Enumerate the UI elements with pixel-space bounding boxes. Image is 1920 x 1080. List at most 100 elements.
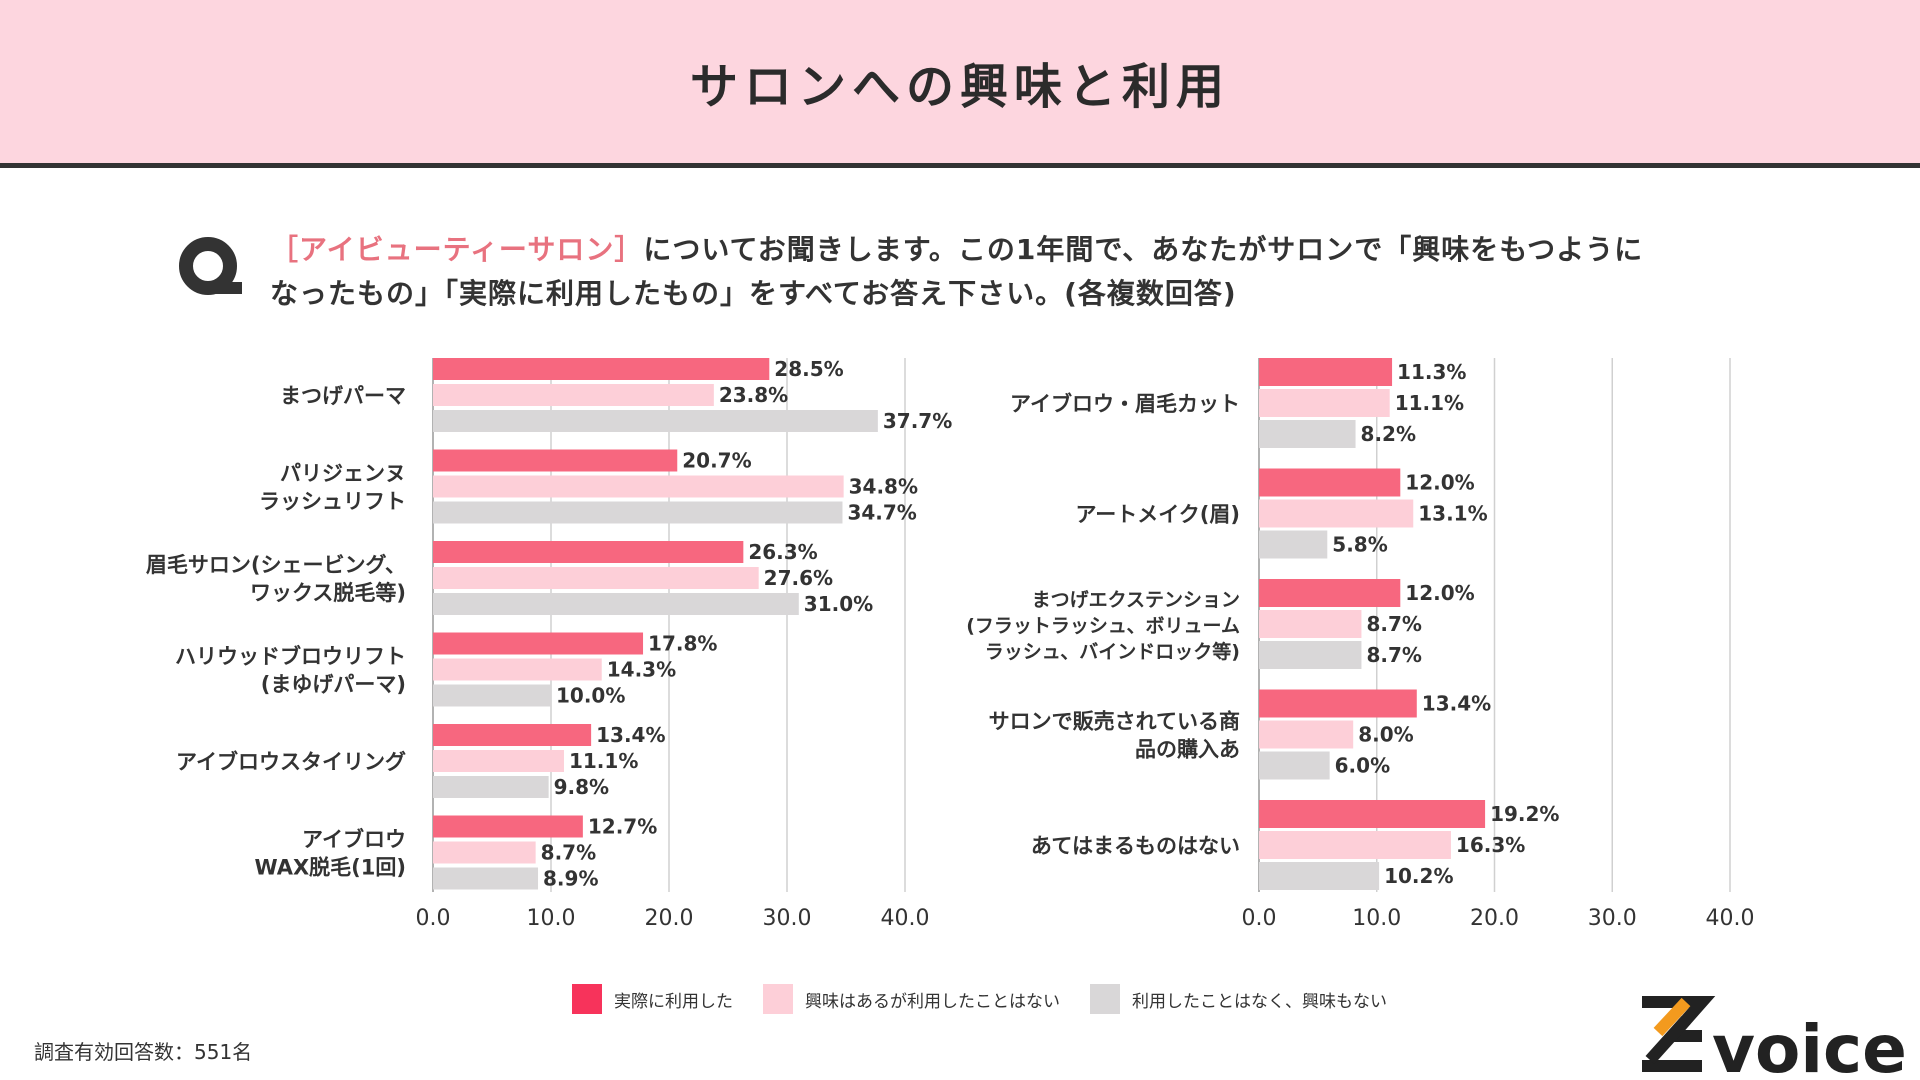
category-label: アイブロウ・眉毛カット bbox=[1010, 392, 1240, 416]
value-label: 5.8% bbox=[1332, 533, 1387, 557]
legend-swatch-interested bbox=[763, 984, 793, 1014]
bar-used bbox=[433, 632, 644, 655]
bar-interested bbox=[1259, 610, 1362, 638]
category-label: ラッシュ、バインドロック等) bbox=[985, 640, 1240, 663]
bar-used bbox=[433, 815, 583, 838]
category-label: 品の購入あ bbox=[1135, 738, 1240, 762]
bar-none bbox=[1259, 420, 1356, 448]
value-label: 8.2% bbox=[1361, 422, 1416, 446]
value-label: 8.7% bbox=[1366, 612, 1421, 636]
bar-none bbox=[433, 410, 878, 432]
value-label: 11.1% bbox=[569, 749, 638, 773]
value-label: 8.7% bbox=[541, 841, 596, 865]
legend-swatch-none bbox=[1090, 984, 1120, 1014]
bar-none bbox=[1259, 862, 1380, 890]
legend-label-used: 実際に利用した bbox=[614, 991, 733, 1012]
legend-label-none: 利用したことはなく、興味もない bbox=[1132, 991, 1387, 1012]
footnote-respondents: 調査有効回答数：551名 bbox=[34, 1040, 253, 1064]
q-mark-icon bbox=[179, 237, 242, 295]
category-label: まつげエクステンション bbox=[1032, 589, 1240, 611]
legend-item-used: 実際に利用した bbox=[572, 984, 733, 1014]
value-label: 19.2% bbox=[1490, 802, 1559, 826]
x-tick-label: 10.0 bbox=[1352, 906, 1401, 931]
bar-none bbox=[1259, 641, 1362, 669]
bar-used bbox=[1259, 800, 1486, 828]
value-label: 23.8% bbox=[719, 383, 788, 407]
bar-used bbox=[433, 358, 770, 380]
category-label: まつげパーマ bbox=[280, 384, 406, 408]
bar-used bbox=[1259, 689, 1417, 718]
value-label: 11.3% bbox=[1397, 360, 1466, 384]
logo-text: voice bbox=[1712, 1011, 1907, 1080]
value-label: 13.4% bbox=[1422, 692, 1491, 716]
value-label: 26.3% bbox=[748, 540, 817, 564]
question-text: ［アイビューティーサロン］についてお聞きします。この1年間で、あなたがサロンで「… bbox=[270, 228, 1760, 316]
x-tick-label: 20.0 bbox=[1470, 906, 1519, 931]
value-label: 28.5% bbox=[774, 357, 843, 381]
category-label: アイブロウスタイリング bbox=[176, 750, 406, 774]
value-label: 8.7% bbox=[1366, 643, 1421, 667]
value-label: 8.9% bbox=[543, 867, 598, 891]
bar-interested bbox=[433, 658, 602, 681]
bar-none bbox=[1259, 530, 1328, 559]
value-label: 11.1% bbox=[1395, 391, 1464, 415]
category-label: パリジェンヌ bbox=[280, 462, 406, 486]
legend-item-none: 利用したことはなく、興味もない bbox=[1090, 984, 1387, 1014]
bar-none bbox=[433, 867, 539, 890]
value-label: 6.0% bbox=[1335, 754, 1390, 778]
category-label: アイブロウ bbox=[302, 828, 406, 852]
category-label: アートメイク(眉) bbox=[1075, 503, 1240, 527]
bar-none bbox=[1259, 751, 1330, 780]
value-label: 37.7% bbox=[883, 409, 952, 433]
category-label: (まゆげパーマ) bbox=[261, 673, 406, 697]
x-tick-label: 10.0 bbox=[527, 906, 576, 931]
x-tick-label: 0.0 bbox=[416, 906, 451, 931]
question-highlight: ［アイビューティーサロン］ bbox=[270, 233, 644, 266]
value-label: 20.7% bbox=[682, 449, 751, 473]
bar-used bbox=[1259, 579, 1401, 607]
header-banner: サロンへの興味と利用 bbox=[0, 0, 1920, 168]
bar-none bbox=[433, 501, 843, 524]
bar-interested bbox=[1259, 720, 1354, 749]
bar-used bbox=[433, 449, 678, 472]
bar-interested bbox=[1259, 389, 1390, 417]
value-label: 31.0% bbox=[804, 592, 873, 616]
bar-interested bbox=[433, 841, 536, 864]
x-tick-label: 20.0 bbox=[645, 906, 694, 931]
legend-label-interested: 興味はあるが利用したことはない bbox=[805, 991, 1060, 1012]
bar-interested bbox=[433, 475, 844, 498]
category-label: ラッシュリフト bbox=[259, 490, 406, 514]
page-title: サロンへの興味と利用 bbox=[689, 58, 1230, 115]
category-label: サロンで販売されている商 bbox=[989, 710, 1240, 734]
x-tick-label: 30.0 bbox=[763, 906, 812, 931]
value-label: 34.8% bbox=[849, 475, 918, 499]
bar-interested bbox=[433, 384, 714, 406]
legend: 実際に利用した 興味はあるが利用したことはない 利用したことはなく、興味もない bbox=[572, 984, 1387, 1014]
legend-item-interested: 興味はあるが利用したことはない bbox=[763, 984, 1060, 1014]
category-label: ハリウッドブロウリフト bbox=[175, 645, 406, 669]
bar-used bbox=[433, 724, 592, 746]
value-label: 13.4% bbox=[596, 723, 665, 747]
bar-none bbox=[433, 684, 551, 707]
bar-none bbox=[433, 593, 799, 615]
value-label: 16.3% bbox=[1456, 833, 1525, 857]
question-line2: なったもの」「実際に利用したもの」をすべてお答え下さい。(各複数回答) bbox=[270, 277, 1237, 310]
value-label: 12.7% bbox=[588, 815, 657, 839]
value-label: 14.3% bbox=[607, 658, 676, 682]
zvoice-logo: voice bbox=[1642, 996, 1907, 1080]
value-label: 12.0% bbox=[1405, 471, 1474, 495]
question-line1: についてお聞きします。この1年間で、あなたがサロンで「興味をもつように bbox=[643, 233, 1644, 266]
value-label: 8.0% bbox=[1358, 723, 1413, 747]
category-label: (フラットラッシュ、ボリューム bbox=[966, 615, 1240, 637]
value-label: 27.6% bbox=[764, 566, 833, 590]
bar-interested bbox=[1259, 499, 1414, 528]
value-label: 34.7% bbox=[847, 501, 916, 525]
value-label: 10.2% bbox=[1384, 864, 1453, 888]
category-label: 眉毛サロン(シェービング、 bbox=[146, 553, 406, 577]
bar-interested bbox=[433, 750, 564, 772]
bar-used bbox=[1259, 468, 1401, 497]
value-label: 10.0% bbox=[556, 684, 625, 708]
value-label: 9.8% bbox=[554, 775, 609, 799]
bar-used bbox=[1259, 358, 1393, 386]
